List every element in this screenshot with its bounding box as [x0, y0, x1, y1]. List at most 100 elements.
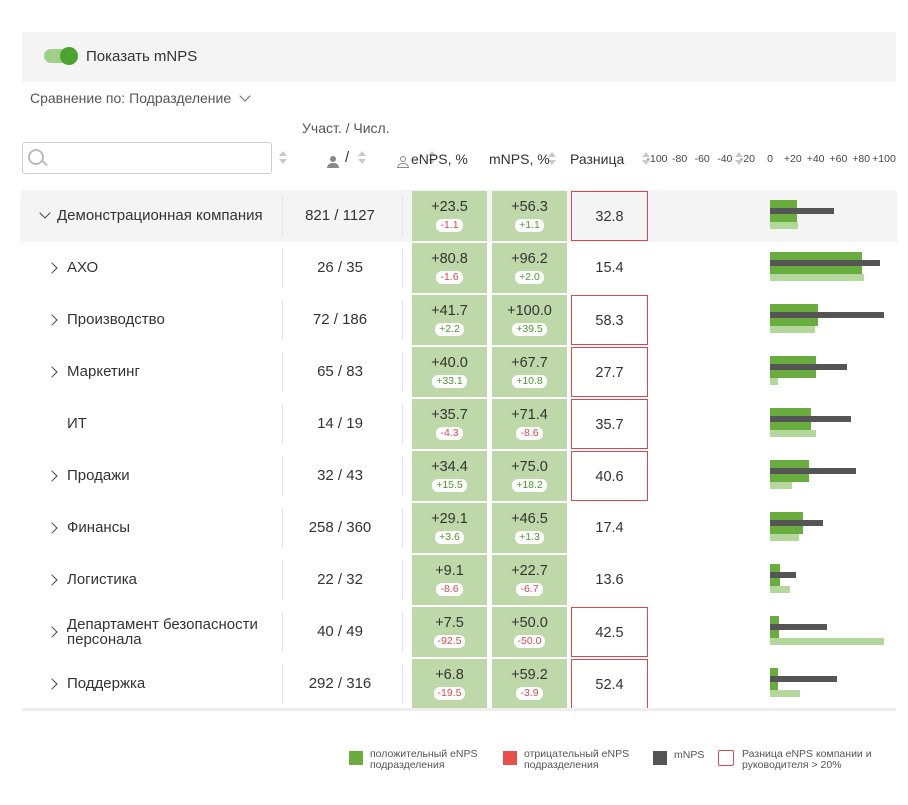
axis-tick-label: -60: [694, 153, 710, 165]
mnps-bar: [770, 676, 838, 682]
diff-cell: 42.5: [571, 607, 648, 657]
column-divider: [282, 560, 283, 600]
mnps-value: +59.2: [511, 667, 548, 683]
sort-diff-icon[interactable]: [735, 152, 744, 166]
mnps-cell: +67.7 +10.8: [492, 347, 567, 397]
toggle-knob[interactable]: [60, 47, 78, 65]
mnps-cell: +46.5 +1.3: [492, 503, 567, 553]
enps-cell: +6.8 -19.5: [412, 659, 487, 709]
compare-value[interactable]: Подразделение: [129, 90, 232, 106]
participants-icon: [327, 155, 340, 168]
enps-cell: +23.5 -1.1: [412, 191, 487, 241]
table-row[interactable]: Продажи 32 / 43 +34.4 +15.5 +75.0 +18.2 40.6: [22, 450, 896, 502]
mnps-toggle-label[interactable]: Показать mNPS: [86, 48, 198, 65]
toolbar: Показать mNPS: [22, 32, 896, 82]
table-row[interactable]: Финансы 258 / 360 +29.1 +3.6 +46.5 +1.3 17.4: [22, 502, 896, 554]
enps-cell: +9.1 -8.6: [412, 555, 487, 605]
search-field[interactable]: [47, 147, 267, 169]
mnps-delta-badge: -3.9: [516, 687, 543, 700]
sort-enps-icon[interactable]: [548, 152, 557, 166]
diff-cell: 15.4: [595, 260, 624, 276]
column-divider: [402, 664, 403, 704]
sort-name-icon[interactable]: [279, 151, 287, 165]
axis-tick-label: -100: [646, 153, 668, 165]
mnps-bar: [770, 468, 856, 474]
enps-delta-badge: -1.1: [436, 219, 463, 232]
table-row[interactable]: Демонстрационная компания 821 / 1127 +23.5…: [22, 190, 896, 242]
enps-delta-badge: -8.6: [436, 583, 463, 596]
chevron-right-icon[interactable]: [46, 366, 58, 378]
manager-enps-bar: [770, 586, 791, 593]
enps-cell: +80.8 -1.6: [412, 243, 487, 293]
table-row[interactable]: Маркетинг 65 / 83 +40.0 +33.1 +67.7 +10.8 27.7: [22, 346, 896, 398]
mnps-value: +22.7: [511, 563, 548, 579]
column-divider: [402, 612, 403, 652]
manager-enps-bar: [770, 534, 800, 541]
table-row[interactable]: Поддержка 292 / 316 +6.8 -19.5 +59.2 -3.9 52.4: [22, 658, 896, 710]
enps-delta-badge: +15.5: [432, 479, 467, 492]
mnps-delta-badge: +10.8: [512, 375, 547, 388]
chevron-right-icon[interactable]: [46, 262, 58, 274]
enps-value: +23.5: [431, 199, 468, 215]
search-input[interactable]: [22, 142, 272, 174]
row-name: Маркетинг: [67, 363, 140, 380]
column-divider: [402, 456, 403, 496]
table-row[interactable]: ИТ 14 / 19 +35.7 -4.3 +71.4 -8.6 35.7: [22, 398, 896, 450]
mnps-toggle[interactable]: [44, 47, 78, 65]
mnps-bar: [770, 312, 884, 318]
sort-mnps-icon[interactable]: [641, 152, 650, 166]
mnps-cell: +75.0 +18.2: [492, 451, 567, 501]
legend-label-positive: положительный eNPS подразделения: [370, 748, 478, 771]
axis-tick-label: +80: [852, 153, 871, 165]
enps-delta-badge: -4.3: [436, 427, 463, 440]
sort-participants-icon[interactable]: [357, 151, 366, 165]
mnps-bar: [770, 572, 796, 578]
legend-label-negative: отрицательный eNPS подразделения: [524, 748, 630, 771]
table-bottom-border: [22, 708, 896, 711]
sort-headcount-icon[interactable]: [427, 151, 436, 165]
mnps-value: +100.0: [507, 303, 552, 319]
manager-enps-bar: [770, 430, 816, 437]
chevron-down-icon[interactable]: [39, 207, 51, 219]
compare-label: Сравнение по:: [30, 90, 126, 106]
legend-swatch-negative: [503, 751, 517, 765]
legend-swatch-highlight: [718, 750, 734, 766]
compare-selector[interactable]: Сравнение по: Подразделение: [30, 90, 251, 106]
mnps-bar: [770, 520, 823, 526]
diff-cell: 13.6: [595, 572, 624, 588]
enps-value: +40.0: [431, 355, 468, 371]
column-divider: [402, 196, 403, 236]
legend-swatch-positive: [349, 751, 363, 765]
mnps-value: +46.5: [511, 511, 548, 527]
axis-tick-label: -80: [672, 153, 688, 165]
row-name: Продажи: [67, 467, 130, 484]
table-row[interactable]: Производство 72 / 186 +41.7 +2.2 +100.0 +39.5…: [22, 294, 896, 346]
table-row[interactable]: Департамент безопасности персонала 40 / 4…: [22, 606, 896, 658]
column-divider: [282, 248, 283, 288]
axis-tick-label: +60: [829, 153, 848, 165]
diff-cell: 17.4: [595, 520, 624, 536]
chevron-right-icon[interactable]: [46, 626, 58, 638]
row-count: 821 / 1127: [305, 207, 375, 224]
row-name: ИТ: [67, 415, 87, 432]
chevron-right-icon[interactable]: [46, 574, 58, 586]
table-row[interactable]: Логистика 22 / 32 +9.1 -8.6 +22.7 -6.7 13.6: [22, 554, 896, 606]
chevron-right-icon[interactable]: [46, 470, 58, 482]
chevron-right-icon[interactable]: [46, 678, 58, 690]
column-divider: [282, 612, 283, 652]
row-count: 14 / 19: [317, 415, 363, 432]
manager-enps-bar: [770, 274, 864, 281]
mnps-delta-badge: +2.0: [515, 271, 544, 284]
row-count: 40 / 49: [317, 623, 363, 640]
mnps-bar: [770, 624, 827, 630]
chevron-right-icon[interactable]: [46, 314, 58, 326]
mnps-cell: +100.0 +39.5: [492, 295, 567, 345]
manager-enps-bar: [770, 638, 884, 645]
table-row[interactable]: АХО 26 / 35 +80.8 -1.6 +96.2 +2.0 15.4: [22, 242, 896, 294]
column-divider: [282, 404, 283, 444]
row-count: 26 / 35: [317, 259, 363, 276]
mnps-delta-badge: +18.2: [512, 479, 547, 492]
mnps-delta-badge: +39.5: [512, 323, 547, 336]
chevron-right-icon[interactable]: [46, 522, 58, 534]
manager-enps-bar: [770, 222, 799, 229]
